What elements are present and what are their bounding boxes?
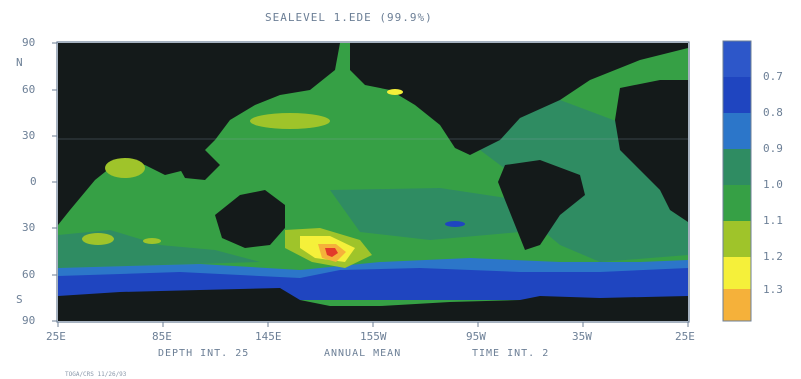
legend-swatch-5 [723,221,751,257]
red-tasman-sea [325,248,338,257]
hemisphere-north: N [16,56,23,69]
legend-swatch-7 [723,289,751,321]
legend-label-1: 0.8 [763,106,783,119]
lat-label-90s: 90 [22,314,36,327]
lat-label-60s: 60 [22,268,36,281]
lon-label-85e: 85E [152,330,172,343]
legend-swatch-2 [723,113,751,149]
plot-stamp: TOGA/CRS 11/26/93 [65,371,127,378]
legend-swatch-1 [723,77,751,113]
land-asia [58,43,340,225]
yellowgreen-arabian-sea [105,158,145,178]
land-africa-europe [615,80,688,222]
lon-label-155w: 155W [360,330,387,343]
legend-swatch-3 [723,149,751,185]
legend-label-3: 1.0 [763,178,783,191]
blue-spot-pacific [445,221,465,227]
legend-label-0: 0.7 [763,70,783,83]
lat-ticks [52,42,57,322]
ocean-teal-south-pacific [330,188,520,240]
yellowgreen-north-pacific [250,113,330,129]
lat-label-60n: 60 [22,83,36,96]
yellowgreen-indian-ocean [82,233,114,245]
legend-label-2: 0.9 [763,142,783,155]
footer-annual-mean: ANNUAL MEAN [324,348,402,359]
lon-label-145e: 145E [255,330,282,343]
land-australia [215,190,285,248]
lat-label-30s: 30 [22,221,36,234]
yellow-spot-north-atlantic [387,89,403,95]
land-north-america [350,43,688,155]
legend-label-5: 1.2 [763,250,783,263]
lon-label-25e: 25E [46,330,66,343]
land-south-america [498,160,585,250]
legend-swatch-0 [723,41,751,77]
land-indonesia [175,150,220,180]
lon-label-35w: 35W [572,330,592,343]
lon-label-25e-end: 25E [675,330,695,343]
legend-swatch-6 [723,257,751,289]
hemisphere-south: S [16,293,23,306]
yellowgreen-indian-ocean-2 [143,238,161,244]
map-title: SEALEVEL 1.EDE (99.9%) [265,11,433,24]
lon-ticks [57,322,689,327]
land-antarctica [58,288,688,321]
lon-label-95w: 95W [466,330,486,343]
legend-colorbar [722,40,752,322]
legend-swatch-4 [723,185,751,221]
lat-label-90n: 90 [22,36,36,49]
lat-label-0: 0 [30,175,37,188]
footer-time-interval: TIME INT. 2 [472,348,550,359]
footer-depth-interval: DEPTH INT. 25 [158,348,250,359]
legend-frame [722,40,752,322]
legend-label-6: 1.3 [763,283,783,296]
legend-label-4: 1.1 [763,214,783,227]
lat-label-30n: 30 [22,129,36,142]
